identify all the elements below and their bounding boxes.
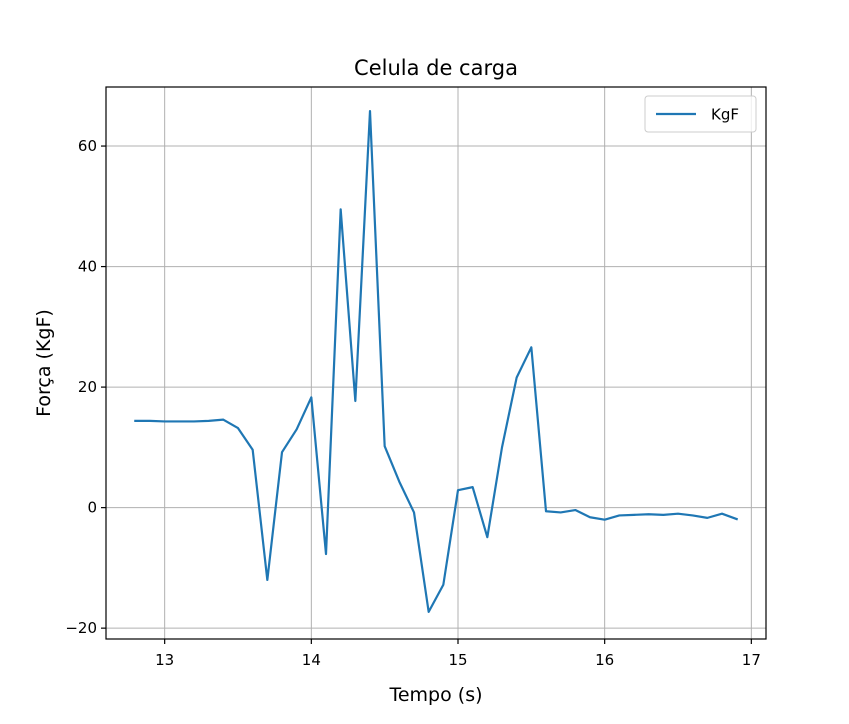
data-point [295,428,297,430]
data-point [471,486,473,488]
data-point [530,346,532,348]
data-point [266,579,268,581]
data-point [677,512,679,514]
data-point [369,110,371,112]
data-point [721,512,723,514]
data-point [354,400,356,402]
legend-label-kgf: KgF [711,106,739,124]
data-point [486,536,488,538]
chart-title: Celula de carga [354,56,518,80]
data-point [325,553,327,555]
y-tick-label: 0 [87,499,97,517]
data-point [237,427,239,429]
data-point [193,420,195,422]
y-tick-label: 40 [78,258,97,276]
data-point [457,489,459,491]
data-point [545,510,547,512]
y-tick-label: 20 [78,378,97,396]
data-point [222,418,224,420]
data-point [501,446,503,448]
x-tick-label: 15 [448,651,467,669]
data-point [383,445,385,447]
x-tick-label: 16 [595,651,614,669]
y-tick-label: −20 [65,619,97,637]
axes-frame [105,86,767,640]
grid [106,87,766,639]
data-point [427,611,429,613]
data-point [515,376,517,378]
data-point [691,514,693,516]
x-tick-label: 13 [155,651,174,669]
series-line-kgf [134,109,739,613]
x-axis-label: Tempo (s) [388,684,482,706]
data-point [574,509,576,511]
data-point [310,396,312,398]
data-point [339,208,341,210]
legend: KgF [644,95,757,133]
x-tick-label: 14 [302,651,321,669]
data-point [559,511,561,513]
data-point [398,481,400,483]
data-point [618,514,620,516]
x-tick-label: 17 [742,651,761,669]
data-point [633,514,635,516]
data-point [706,517,708,519]
plot-area [106,87,766,639]
legend-box [644,95,757,133]
y-axis-label: Força (KgF) [33,309,55,417]
data-point [178,420,180,422]
data-point [413,511,415,513]
data-point [163,420,165,422]
data-point [251,449,253,451]
series-layer [134,109,739,613]
data-point [281,451,283,453]
data-point [662,514,664,516]
data-point [735,518,737,520]
data-point [589,516,591,518]
y-tick-label: 60 [78,137,97,155]
data-point [442,584,444,586]
ticks: 13 14 15 16 17 −20 0 20 40 60 [65,137,761,669]
data-point [603,518,605,520]
data-point [647,513,649,515]
data-point [207,420,209,422]
data-point [149,420,151,422]
data-point [134,420,136,422]
